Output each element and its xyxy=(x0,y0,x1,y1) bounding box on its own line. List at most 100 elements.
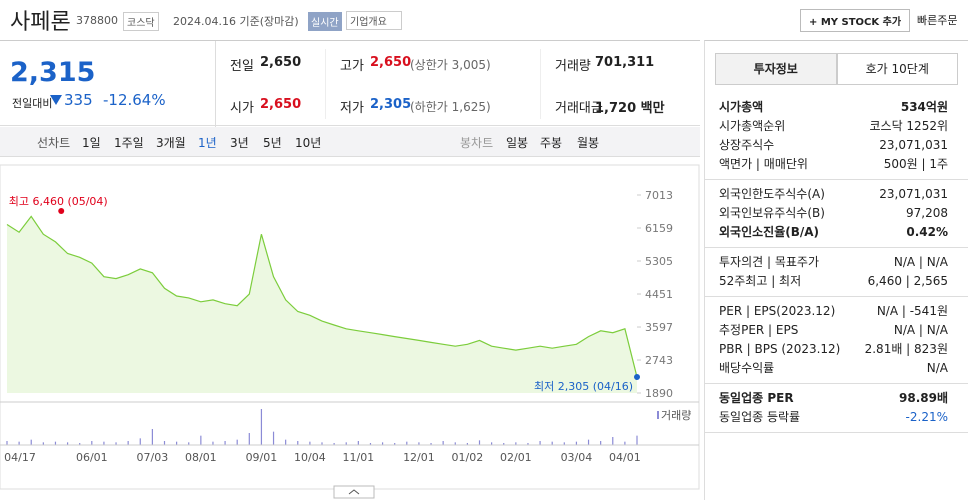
volume-bar xyxy=(285,439,287,445)
item-note: (상한가 3,005) xyxy=(410,58,491,72)
low-marker xyxy=(634,373,640,380)
market-badge: 코스닥 xyxy=(123,12,159,31)
volume-bar xyxy=(454,442,456,445)
info-label: 외국인소진율(B/A) xyxy=(719,225,820,239)
period-tab[interactable]: 3년 xyxy=(230,136,249,150)
item-label: 저가 xyxy=(340,101,364,116)
info-row: 동일업종 PER 98.89배 xyxy=(705,389,968,408)
realtime-badge[interactable]: 실시간 xyxy=(308,12,342,31)
candle-tab[interactable]: 주봉 xyxy=(540,136,563,150)
volume-bar xyxy=(406,441,408,445)
info-label: 투자의견 | 목표주가 xyxy=(719,255,819,269)
volume-bar xyxy=(163,441,166,445)
overview-label: 기업개요 xyxy=(350,17,387,28)
stock-code: 378800 xyxy=(76,14,118,27)
volume-bar xyxy=(539,441,541,445)
collapse-button[interactable] xyxy=(333,485,375,499)
info-label: 배당수익률 xyxy=(719,361,775,375)
item-value: 2,305 xyxy=(370,97,412,112)
x-tick-label: 01/02 xyxy=(452,451,484,464)
volume-bar xyxy=(600,441,602,445)
x-tick-label: 07/03 xyxy=(137,451,169,464)
side-panel: 투자정보 호가 10단계 시가총액 534억원 시가총액순위 코스닥 1252위 상장주식수… xyxy=(704,40,968,500)
mystock-button[interactable]: + MY STOCK 추가 xyxy=(800,9,911,32)
info-value: 23,071,031 xyxy=(879,187,948,201)
price: 2,315 xyxy=(10,57,96,88)
quick-order[interactable]: 빠른주문 xyxy=(917,12,957,28)
volume-bar xyxy=(79,443,81,445)
line-chart-label: 선차트 xyxy=(37,136,71,150)
info-value: N/A | N/A xyxy=(893,323,948,337)
period-tab[interactable]: 1일 xyxy=(82,136,101,150)
candle-tab[interactable]: 일봉 xyxy=(506,136,529,150)
volume-bar xyxy=(551,441,553,445)
volume-bar xyxy=(418,442,420,445)
info-row: PBR | BPS (2023.12) 2.81배 | 823원 xyxy=(705,340,968,359)
date: 2024.04.16 기준(장마감) xyxy=(173,15,299,28)
side-tab[interactable]: 호가 10단계 xyxy=(836,53,958,85)
info-value: 0.42% xyxy=(906,225,948,239)
side-tab[interactable]: 투자정보 xyxy=(715,53,837,85)
mystock-label: + MY STOCK 추가 xyxy=(809,17,902,28)
volume-bar xyxy=(563,442,565,445)
summary: 2,315 전일대비 335 -12.64% 전일 2,650 고가 2,650 (상한… xyxy=(0,40,700,127)
stock-name: 사페론 xyxy=(10,10,71,35)
info-value: 6,460 | 2,565 xyxy=(867,274,948,288)
high-marker xyxy=(58,208,65,214)
volume-bar xyxy=(18,441,20,445)
info-label: 상장주식수 xyxy=(719,138,775,152)
volume-bar xyxy=(151,429,153,445)
item-label: 시가 xyxy=(230,101,254,116)
overview-button[interactable]: 기업개요 xyxy=(346,11,402,30)
candle-chart-label: 봉차트 xyxy=(460,136,494,150)
info-label: PBR | BPS (2023.12) xyxy=(719,342,841,356)
change: 335 xyxy=(50,91,93,109)
info-value: N/A xyxy=(926,361,948,375)
volume-bar xyxy=(624,441,626,445)
y-tick-label: 2743 xyxy=(645,354,673,367)
info-row: 액면가 | 매매단위 500원 | 1주 xyxy=(705,155,968,174)
info-label: 추정PER | EPS xyxy=(719,323,799,337)
item-value: 2,650 xyxy=(260,97,302,112)
info-row: 동일업종 등락률 -2.21% xyxy=(705,408,968,427)
item-value: 701,311 xyxy=(595,55,655,70)
info-label: 동일업종 등락률 xyxy=(719,410,801,424)
volume-bar xyxy=(176,441,178,445)
volume-bar xyxy=(491,442,493,445)
volume-bar xyxy=(503,443,505,445)
divider xyxy=(540,49,541,119)
volume-bar xyxy=(478,440,481,445)
volume-bar xyxy=(466,443,468,445)
collapse-icon xyxy=(348,489,360,495)
period-tab[interactable]: 3개월 xyxy=(156,136,186,150)
x-tick-label: 12/01 xyxy=(403,451,435,464)
volume-bar xyxy=(527,443,529,445)
y-tick-label: 4451 xyxy=(645,288,673,301)
period-tab[interactable]: 1년 xyxy=(198,136,217,150)
period-tab[interactable]: 10년 xyxy=(295,136,322,150)
x-tick-label: 02/01 xyxy=(500,451,532,464)
divider xyxy=(325,49,326,119)
x-tick-label: 04/01 xyxy=(609,451,641,464)
info-section: 투자의견 | 목표주가 N/A | N/A 52주최고 | 최저 6,460 | 2,… xyxy=(705,248,968,297)
volume-bar xyxy=(321,442,323,445)
volume-bar xyxy=(272,431,275,445)
item-label: 전일 xyxy=(230,59,254,74)
info-row: 추정PER | EPS N/A | N/A xyxy=(705,321,968,340)
info-row: 시가총액 534억원 xyxy=(705,98,968,117)
y-tick-label: 1890 xyxy=(645,387,673,400)
y-tick-label: 5305 xyxy=(645,255,673,268)
x-tick-label: 06/01 xyxy=(76,451,108,464)
period-tab[interactable]: 5년 xyxy=(263,136,282,150)
info-value: N/A | N/A xyxy=(893,255,948,269)
info-row: 상장주식수 23,071,031 xyxy=(705,136,968,155)
info-value: 500원 | 1주 xyxy=(883,157,948,171)
volume-bar xyxy=(297,441,299,445)
info-label: 액면가 | 매매단위 xyxy=(719,157,808,171)
x-tick-label: 09/01 xyxy=(246,451,278,464)
volume-bar xyxy=(357,441,359,445)
period-tab[interactable]: 1주일 xyxy=(114,136,144,150)
change-rate: -12.64% xyxy=(103,91,166,109)
candle-tab[interactable]: 월봉 xyxy=(577,136,600,150)
